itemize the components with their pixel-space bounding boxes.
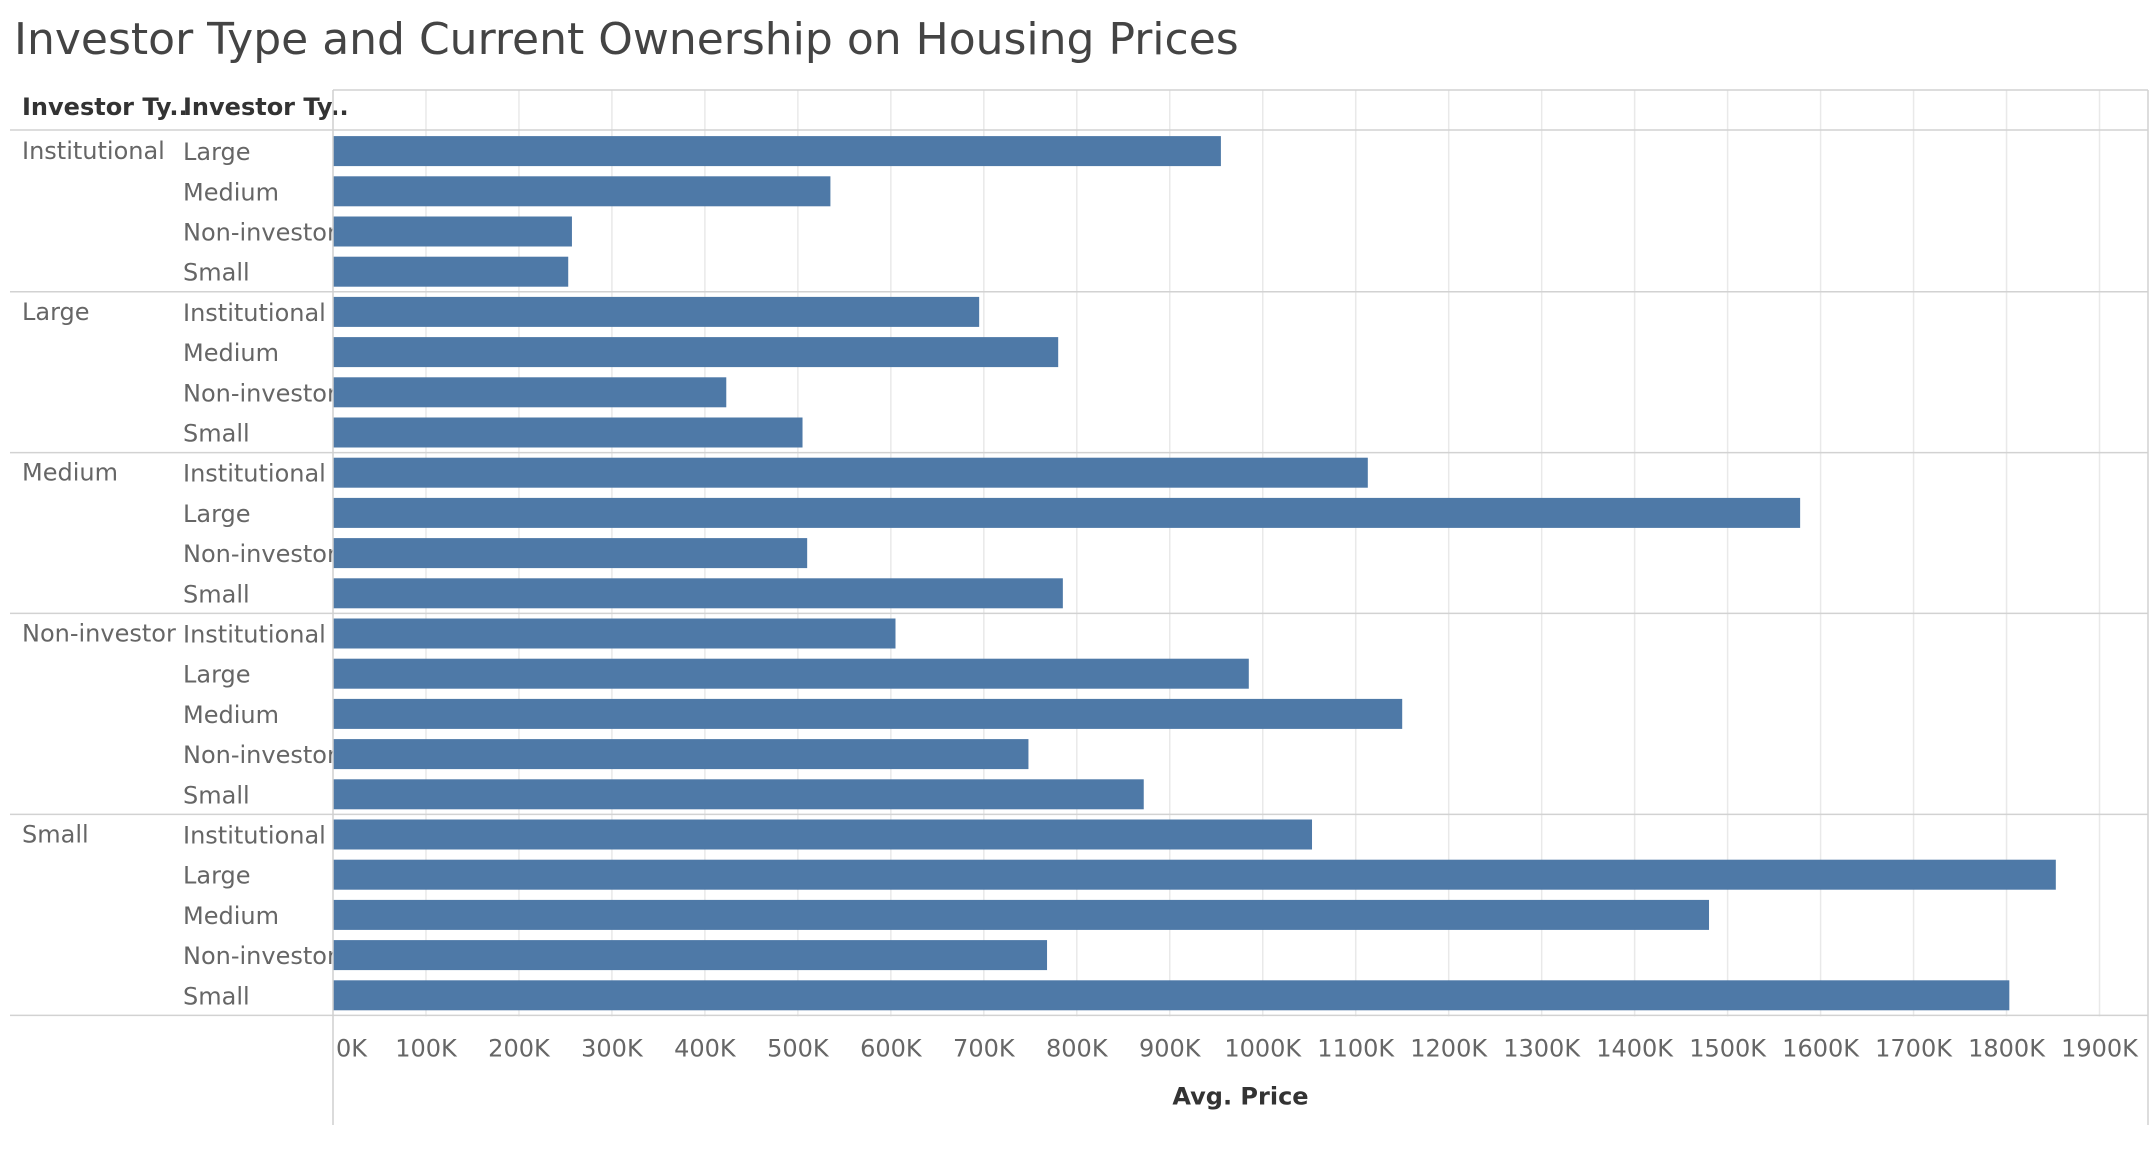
bar[interactable] <box>333 739 1029 770</box>
row-label: Medium <box>183 701 279 729</box>
row-label: Large <box>183 138 251 166</box>
x-tick-label: 300K <box>581 1034 644 1062</box>
row-label: Small <box>183 259 250 287</box>
x-tick-label: 1200K <box>1410 1034 1488 1062</box>
row-label: Large <box>183 500 251 528</box>
group-label: Small <box>22 820 89 848</box>
row-label: Large <box>183 862 251 890</box>
bar[interactable] <box>333 698 1403 729</box>
row-header-investor-type: Investor Ty.. <box>22 93 188 121</box>
bar[interactable] <box>333 216 572 247</box>
chart-title: Investor Type and Current Ownership on H… <box>14 14 1239 65</box>
row-label: Small <box>183 420 250 448</box>
bar[interactable] <box>333 256 569 287</box>
x-tick-label: 1700K <box>1875 1034 1953 1062</box>
x-tick-label: 100K <box>395 1034 458 1062</box>
bar[interactable] <box>333 136 1221 167</box>
x-tick-label: 700K <box>953 1034 1016 1062</box>
bar[interactable] <box>333 377 727 408</box>
bar[interactable] <box>333 859 2056 890</box>
bar[interactable] <box>333 618 896 649</box>
bar[interactable] <box>333 457 1368 488</box>
x-tick-label: 1400K <box>1596 1034 1674 1062</box>
row-label: Medium <box>183 178 279 206</box>
row-label: Small <box>183 580 250 608</box>
x-tick-label: 1800K <box>1968 1034 2046 1062</box>
row-label: Institutional <box>183 299 326 327</box>
bar[interactable] <box>333 899 1710 930</box>
x-tick-label: 600K <box>860 1034 923 1062</box>
row-label: Institutional <box>183 621 326 649</box>
x-tick-label: 400K <box>674 1034 737 1062</box>
x-tick-label: 1000K <box>1224 1034 1302 1062</box>
x-tick-label: 1500K <box>1689 1034 1767 1062</box>
row-label: Small <box>183 781 250 809</box>
x-tick-label: 900K <box>1139 1034 1202 1062</box>
row-label: Non-investor <box>183 540 337 568</box>
x-tick-label: 200K <box>488 1034 551 1062</box>
x-tick-label: 1600K <box>1782 1034 1860 1062</box>
row-label: Small <box>183 982 250 1010</box>
row-label: Non-investor <box>183 379 337 407</box>
row-label: Large <box>183 661 251 689</box>
x-tick-label: 1100K <box>1317 1034 1395 1062</box>
group-label: Institutional <box>22 137 165 165</box>
row-label: Medium <box>183 902 279 930</box>
row-label: Institutional <box>183 822 326 850</box>
bar[interactable] <box>333 497 1801 528</box>
bar[interactable] <box>333 658 1249 689</box>
bar[interactable] <box>333 417 803 448</box>
row-label: Non-investor <box>183 219 337 247</box>
bar[interactable] <box>333 538 808 569</box>
bar[interactable] <box>333 578 1063 609</box>
bar[interactable] <box>333 819 1313 850</box>
bar[interactable] <box>333 176 831 207</box>
row-label: Non-investor <box>183 741 337 769</box>
x-tick-label: 1300K <box>1503 1034 1581 1062</box>
bar[interactable] <box>333 980 2010 1011</box>
bar[interactable] <box>333 296 980 327</box>
x-tick-label: 1900K <box>2061 1034 2139 1062</box>
bar[interactable] <box>333 337 1059 368</box>
bar[interactable] <box>333 940 1048 971</box>
row-label: Medium <box>183 339 279 367</box>
group-label: Medium <box>22 459 118 487</box>
row-label: Non-investor <box>183 942 337 970</box>
group-label: Large <box>22 298 90 326</box>
row-header-current-owner-type: Investor Ty.. <box>183 93 349 121</box>
x-tick-label: 500K <box>767 1034 830 1062</box>
x-axis-title: Avg. Price <box>1172 1082 1308 1110</box>
bar[interactable] <box>333 779 1144 810</box>
group-label: Non-investor <box>22 619 176 647</box>
x-tick-label: 0K <box>336 1034 368 1062</box>
x-tick-label: 800K <box>1046 1034 1109 1062</box>
row-label: Institutional <box>183 460 326 488</box>
